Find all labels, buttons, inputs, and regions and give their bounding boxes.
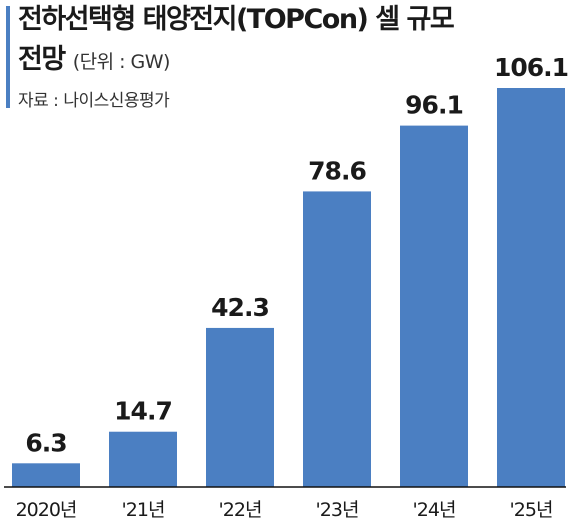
value-label-3: 78.6	[308, 156, 366, 185]
category-label-0: 2020년	[16, 499, 77, 521]
unit-label: (단위 : GW)	[72, 51, 171, 73]
category-label-2: '22년	[219, 499, 262, 521]
title-accent-bar	[6, 6, 10, 108]
category-label-3: '23년	[316, 499, 359, 521]
category-label-4: '24년	[413, 499, 456, 521]
bar-0	[12, 463, 80, 487]
bar-4	[400, 125, 468, 488]
chart-title-line2-row: 전망 (단위 : GW)	[18, 40, 170, 83]
value-label-2: 42.3	[211, 293, 269, 322]
chart-title-line1: 전하선택형 태양전지(TOPCon) 셀 규모	[18, 4, 455, 35]
chart-title-line2: 전망	[18, 44, 66, 75]
value-label-4: 96.1	[405, 91, 463, 120]
bar-1	[109, 431, 177, 487]
bar-5	[497, 88, 565, 487]
bar-2	[206, 327, 274, 487]
source-note: 자료 : 나이스신용평가	[18, 91, 170, 111]
category-label-5: '25년	[510, 499, 553, 521]
value-label-5: 106.1	[494, 53, 568, 82]
value-label-0: 6.3	[25, 428, 66, 457]
category-label-1: '21년	[122, 499, 165, 521]
value-label-1: 14.7	[114, 397, 172, 426]
bar-3	[303, 191, 371, 487]
